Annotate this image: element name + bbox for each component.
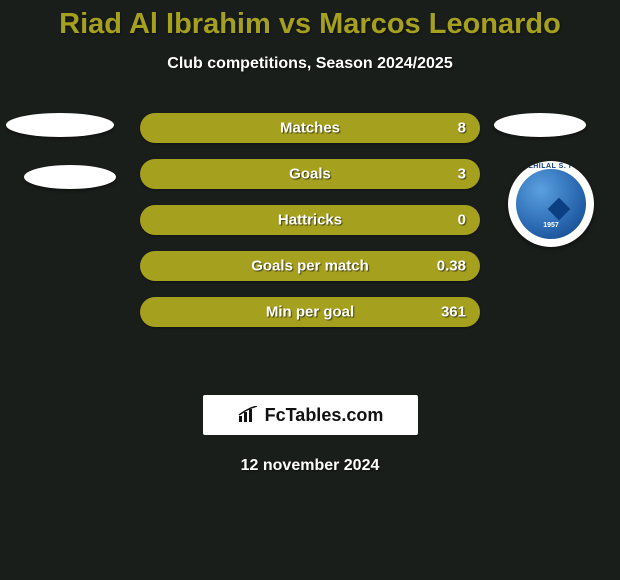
stat-label: Min per goal	[266, 304, 354, 321]
stat-bar: Min per goal 361	[140, 297, 480, 327]
stat-bar: Goals 3	[140, 159, 480, 189]
stat-bar: Goals per match 0.38	[140, 251, 480, 281]
stat-value: 0.38	[437, 258, 466, 275]
stat-value: 361	[441, 304, 466, 321]
crest-year: 1957	[508, 222, 594, 229]
placeholder-ellipse	[494, 113, 586, 137]
stat-value: 8	[458, 120, 466, 137]
stat-label: Matches	[280, 120, 340, 137]
stat-bars: Matches 8 Goals 3 Hattricks 0 Goals per match 0…	[140, 113, 480, 343]
stat-bar: Hattricks 0	[140, 205, 480, 235]
logo-text: FcTables.com	[265, 405, 384, 426]
stat-label: Goals	[289, 166, 331, 183]
club-crest: ALHILAL S. FC 1957	[508, 161, 594, 247]
placeholder-ellipse	[6, 113, 114, 137]
subtitle: Club competitions, Season 2024/2025	[0, 55, 620, 73]
stat-label: Goals per match	[251, 258, 369, 275]
stat-value: 3	[458, 166, 466, 183]
bar-chart-icon	[237, 406, 259, 424]
stat-bar: Matches 8	[140, 113, 480, 143]
snapshot-date: 12 november 2024	[0, 457, 620, 475]
comparison-region: Matches 8 Goals 3 Hattricks 0 Goals per match 0…	[0, 113, 620, 373]
fctables-logo: FcTables.com	[203, 395, 418, 435]
stat-value: 0	[458, 212, 466, 229]
placeholder-ellipse	[24, 165, 116, 189]
page-title: Riad Al Ibrahim vs Marcos Leonardo	[0, 0, 620, 41]
stat-label: Hattricks	[278, 212, 342, 229]
